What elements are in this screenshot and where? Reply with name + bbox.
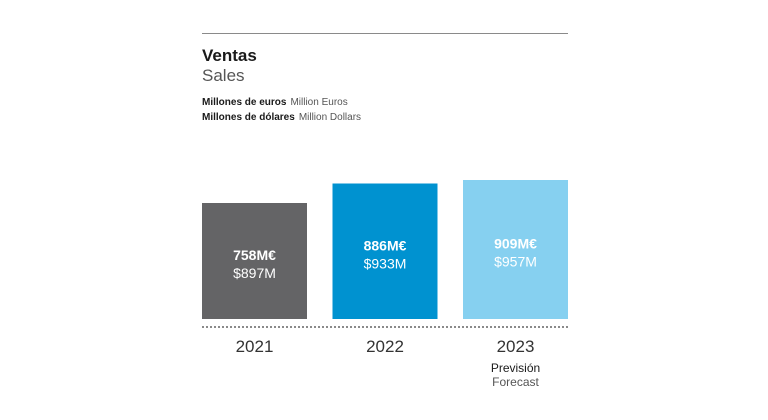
category-note-es-2023: Previsión bbox=[491, 361, 540, 375]
bar-label-euros-2022: 886M€ bbox=[364, 237, 407, 253]
bar-2023 bbox=[463, 180, 568, 319]
unit-row-dollars: Millones de dólares Million Dollars bbox=[202, 112, 361, 123]
bar-label-euros-2021: 758M€ bbox=[233, 247, 276, 263]
unit-row-euros: Millones de euros Million Euros bbox=[202, 97, 348, 108]
category-note-en-2023: Forecast bbox=[492, 375, 539, 389]
labels-layer: 758M€ $897M 2021 886M€ $933M 2022 909M€ $957M 20… bbox=[233, 236, 540, 390]
x-tick-label-2022: 2022 bbox=[366, 337, 404, 356]
chart-subtitle: Sales bbox=[202, 66, 245, 85]
unit-dollars-en: Million Dollars bbox=[298, 112, 362, 123]
bars-layer bbox=[202, 180, 568, 319]
unit-dollars-es: Millones de dólares bbox=[202, 112, 295, 123]
x-tick-label-2023: 2023 bbox=[497, 337, 535, 356]
bar-label-dollars-2021: $897M bbox=[233, 265, 276, 281]
unit-euros-es: Millones de euros bbox=[202, 97, 287, 108]
top-rule bbox=[202, 33, 568, 34]
bar-label-dollars-2023: $957M bbox=[494, 254, 537, 270]
unit-euros-en: Million Euros bbox=[290, 97, 348, 108]
x-tick-label-2021: 2021 bbox=[236, 337, 274, 356]
chart-title: Ventas bbox=[202, 46, 257, 65]
bar-label-euros-2023: 909M€ bbox=[494, 236, 537, 252]
bar-2022 bbox=[332, 183, 438, 319]
bar-label-dollars-2022: $933M bbox=[364, 255, 407, 271]
bar-2021 bbox=[202, 203, 307, 319]
